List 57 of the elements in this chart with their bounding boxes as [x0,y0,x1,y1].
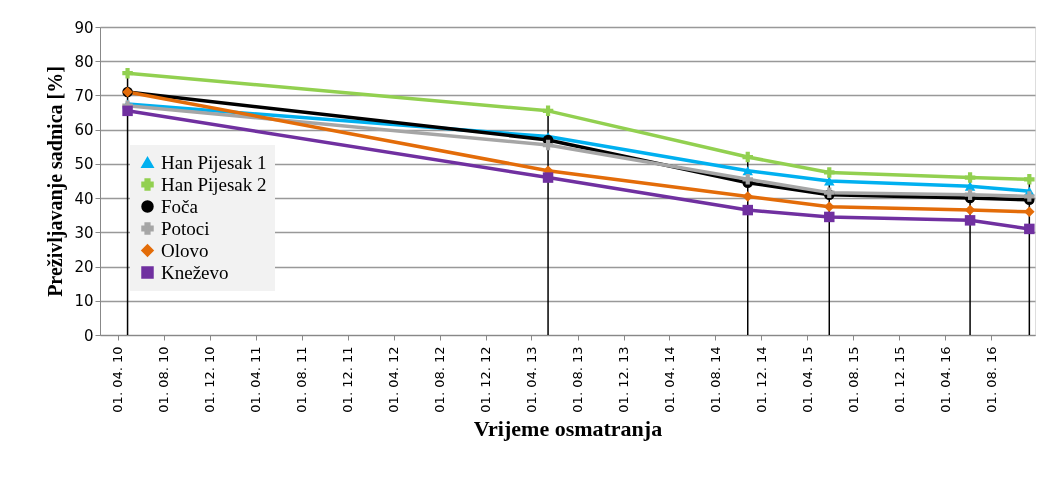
x-tick-label: 01. 04. 10 [110,346,126,413]
x-tick-label: 01. 12. 10 [202,346,218,413]
y-tick-label: 60 [74,121,94,140]
point [964,215,976,226]
point [742,204,753,216]
legend-label: Han Pijesak 2 [161,173,267,195]
point [824,201,835,212]
point [964,172,976,183]
legend-label: Kneževo [161,261,229,283]
x-tick-label: 01. 12. 15 [891,346,907,413]
x-tick-label: 01. 04. 16 [937,346,953,413]
y-tick-label: 0 [83,326,94,345]
point [1024,191,1035,202]
point [1024,174,1035,185]
x-tick-label: 01. 08. 14 [707,346,723,413]
x-axis-title: Vrijeme osmatranja [473,415,663,441]
legend-label: Potoci [161,217,210,239]
point [742,151,753,163]
point [742,191,753,202]
x-tick-label: 01. 08. 15 [845,346,861,413]
x-tick-label: 01. 08. 10 [156,346,172,413]
x-tick-label: 01. 08. 13 [570,346,585,413]
x-tick-label: 01. 04. 13 [523,346,539,413]
legend-label: Han Pijesak 1 [161,151,267,173]
y-tick-label: 50 [74,155,94,174]
x-tick-label: 01. 12. 14 [753,346,769,413]
x-tick-label: 01. 12. 11 [340,346,356,413]
x-tick-label: 01. 08. 16 [983,346,999,413]
point [824,211,835,223]
x-tick-label: 01. 04. 14 [661,346,677,413]
x-tick-label: 01. 04. 11 [248,346,264,413]
y-tick-label: 10 [74,292,94,311]
x-tick-label: 01. 12. 13 [616,346,632,413]
x-tick-label: 01. 12. 12 [478,346,494,413]
y-tick-label: 40 [74,189,94,208]
y-axis-title: Preživljavanje sadnica [%] [44,66,68,297]
point [542,172,554,183]
point [964,189,976,200]
point [824,167,835,178]
point [542,139,554,151]
y-tick-label: 20 [74,258,94,277]
point [1024,223,1035,235]
y-tick-label: 80 [74,52,94,71]
y-tick-label: 30 [74,223,94,242]
point [824,176,835,186]
x-tick-label: 01. 04. 15 [799,346,815,413]
legend-label: Olovo [161,239,209,261]
point [122,67,133,79]
point [1024,206,1035,218]
x-tick-label: 01. 08. 11 [294,346,310,413]
legend-label: Foča [161,195,199,217]
x-tick-label: 01. 08. 12 [432,346,448,413]
y-tick-label: 70 [74,86,94,105]
point [542,105,554,117]
y-tick-label: 90 [74,18,94,37]
point [122,105,133,117]
x-tick-label: 01. 04. 12 [386,346,402,413]
